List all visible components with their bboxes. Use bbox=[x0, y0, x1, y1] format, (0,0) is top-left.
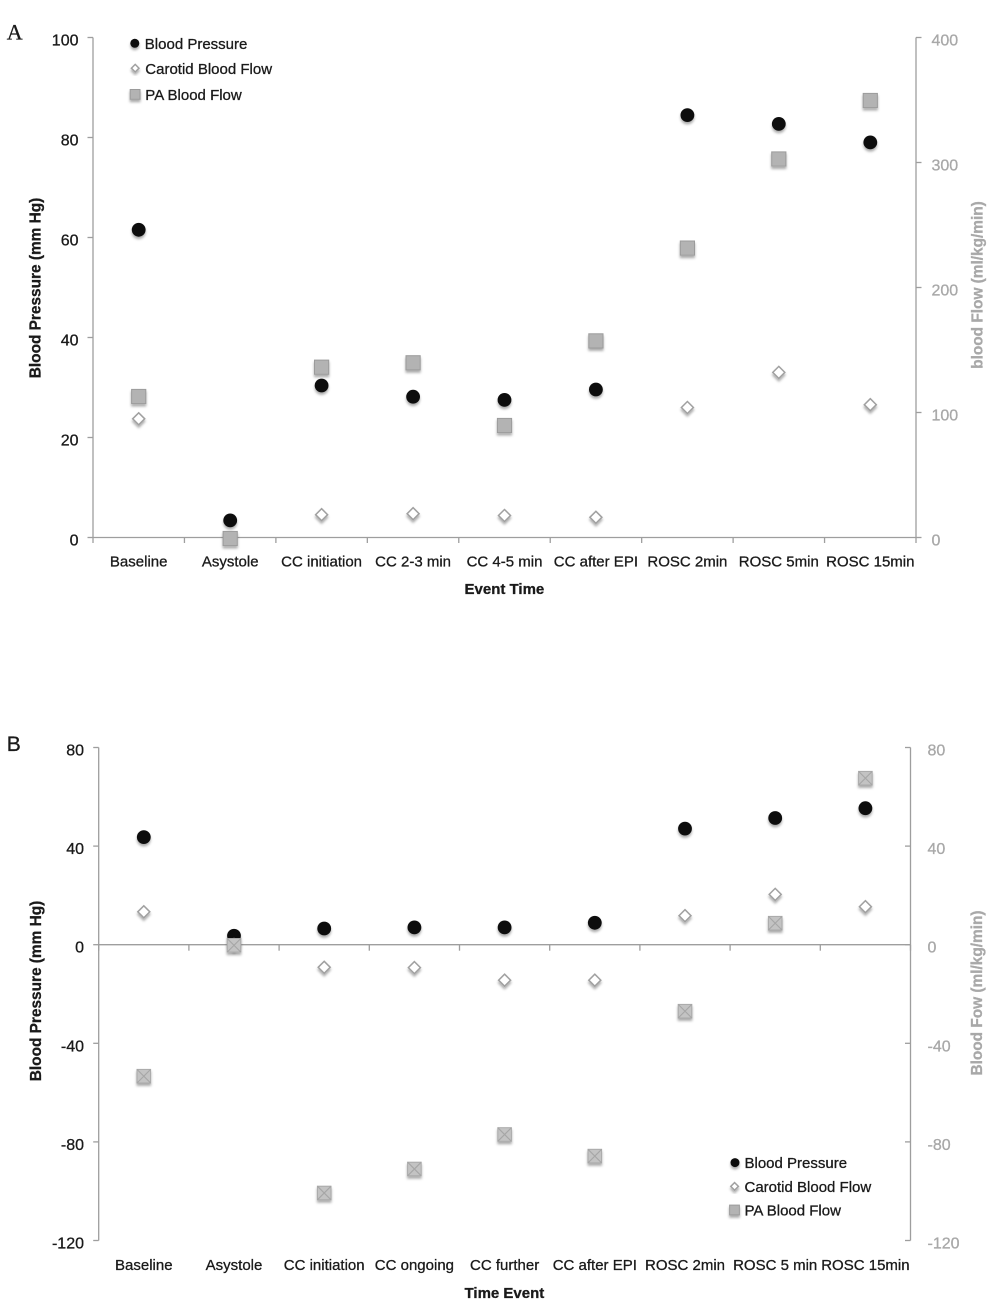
svg-text:CC 4-5 min: CC 4-5 min bbox=[467, 554, 543, 571]
svg-text:Baseline: Baseline bbox=[115, 1257, 173, 1274]
svg-text:80: 80 bbox=[66, 743, 84, 760]
svg-text:Carotid Blood Flow: Carotid Blood Flow bbox=[745, 1179, 872, 1196]
svg-text:Blood Fow (ml/kg/min): Blood Fow (ml/kg/min) bbox=[969, 910, 986, 1075]
svg-text:100: 100 bbox=[932, 408, 959, 425]
svg-text:60: 60 bbox=[61, 233, 79, 250]
svg-text:PA Blood Flow: PA Blood Flow bbox=[145, 87, 242, 104]
svg-text:ROSC 2min: ROSC 2min bbox=[645, 1257, 725, 1274]
svg-text:Blood Pressure: Blood Pressure bbox=[745, 1155, 848, 1172]
svg-text:40: 40 bbox=[66, 841, 84, 858]
svg-text:80: 80 bbox=[61, 133, 79, 150]
svg-text:ROSC 5 min: ROSC 5 min bbox=[733, 1257, 817, 1274]
svg-text:CC after EPI: CC after EPI bbox=[553, 1257, 637, 1274]
svg-text:20: 20 bbox=[61, 433, 79, 450]
svg-text:CC initiation: CC initiation bbox=[284, 1257, 365, 1274]
svg-text:Time Event: Time Event bbox=[465, 1285, 545, 1302]
svg-text:CC initiation: CC initiation bbox=[281, 554, 362, 571]
svg-text:0: 0 bbox=[932, 533, 941, 550]
svg-text:PA Blood Flow: PA Blood Flow bbox=[745, 1203, 842, 1220]
svg-text:-40: -40 bbox=[928, 1038, 951, 1055]
svg-text:40: 40 bbox=[928, 841, 946, 858]
svg-text:CC further: CC further bbox=[470, 1257, 539, 1274]
svg-text:300: 300 bbox=[932, 158, 959, 175]
svg-text:B: B bbox=[7, 733, 21, 756]
svg-text:Event Time: Event Time bbox=[465, 581, 545, 598]
svg-text:80: 80 bbox=[928, 743, 946, 760]
svg-text:200: 200 bbox=[932, 283, 959, 300]
svg-text:-40: -40 bbox=[61, 1038, 84, 1055]
svg-text:Asystole: Asystole bbox=[206, 1257, 263, 1274]
svg-text:ROSC 2min: ROSC 2min bbox=[647, 554, 727, 571]
svg-text:Carotid Blood Flow: Carotid Blood Flow bbox=[145, 61, 272, 78]
svg-text:-80: -80 bbox=[928, 1137, 951, 1154]
svg-text:ROSC 5min: ROSC 5min bbox=[739, 554, 819, 571]
svg-text:Blood Pressure (mm Hg): Blood Pressure (mm Hg) bbox=[27, 198, 44, 378]
svg-text:Asystole: Asystole bbox=[202, 554, 259, 571]
svg-text:0: 0 bbox=[70, 533, 79, 550]
svg-text:0: 0 bbox=[928, 940, 937, 957]
svg-text:-80: -80 bbox=[61, 1137, 84, 1154]
svg-text:blood Flow (ml/kg/min): blood Flow (ml/kg/min) bbox=[970, 201, 987, 369]
svg-text:0: 0 bbox=[75, 940, 84, 957]
svg-text:100: 100 bbox=[52, 33, 79, 50]
svg-text:-120: -120 bbox=[52, 1236, 84, 1253]
svg-text:CC ongoing: CC ongoing bbox=[375, 1257, 454, 1274]
svg-text:CC 2-3 min: CC 2-3 min bbox=[375, 554, 451, 571]
svg-text:ROSC 15min: ROSC 15min bbox=[826, 554, 914, 571]
svg-text:40: 40 bbox=[61, 333, 79, 350]
svg-text:Baseline: Baseline bbox=[110, 554, 168, 571]
svg-text:A: A bbox=[7, 20, 23, 45]
svg-text:400: 400 bbox=[932, 33, 959, 50]
svg-text:-120: -120 bbox=[928, 1236, 960, 1253]
svg-text:ROSC 15min: ROSC 15min bbox=[821, 1257, 909, 1274]
svg-text:CC after EPI: CC after EPI bbox=[554, 554, 638, 571]
svg-text:Blood Pressure (mm Hg): Blood Pressure (mm Hg) bbox=[28, 901, 45, 1081]
svg-text:Blood Pressure: Blood Pressure bbox=[145, 36, 248, 53]
